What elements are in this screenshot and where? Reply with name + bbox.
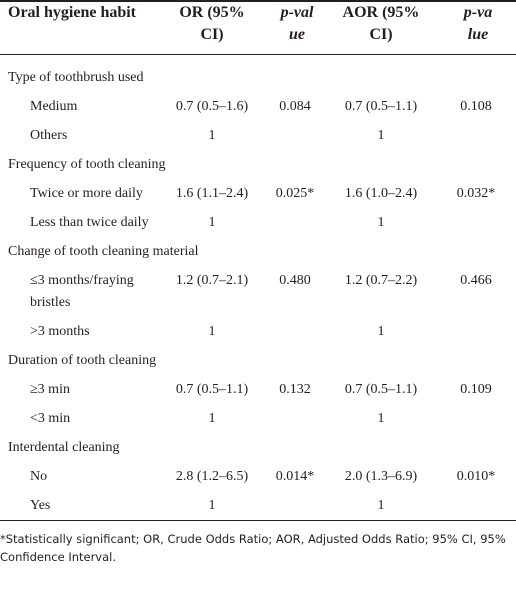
table: Oral hygiene habit OR (95% CI) p-value A… [0,1,516,521]
cell: 1 [377,215,385,230]
cell: 0.014* [275,469,315,484]
data-row: Twice or more daily 1.6 (1.1–2.4) 0.025* 1.… [0,179,516,208]
section-title: Duration of tooth cleaning [8,353,157,368]
cell: 2.8 (1.2–6.5) [175,469,249,484]
cell: 0.132 [279,382,311,397]
section-row: Frequency of tooth cleaning [0,150,516,179]
data-row: Yes 1 1 [0,491,516,521]
cell: 0.025* [275,186,315,201]
section-row: Type of toothbrush used [0,55,516,93]
cell: 0.466 [460,273,492,288]
data-row: ≤3 months/fraying bristles 1.2 (0.7–2.1) 0… [0,266,516,317]
cell [436,317,516,346]
cell: 1 [377,324,385,339]
header-cell: Oral hygiene habit [8,4,137,21]
cell [264,491,326,521]
data-row: Less than twice daily 1 1 [0,208,516,237]
cell: 0.084 [279,99,311,114]
cell: 1.2 (0.7–2.1) [175,273,249,288]
cell: 1 [208,411,216,426]
header-cell: OR (95% CI) [179,4,245,43]
row-label: No [30,469,48,484]
section-row: Duration of tooth cleaning [0,346,516,375]
cell: 0.480 [279,273,311,288]
cell: 0.7 (0.5–1.1) [344,99,418,114]
cell: 0.010* [456,469,496,484]
row-label: ≤3 months/fraying bristles [30,273,134,310]
row-label: Others [30,128,68,143]
data-row: Others 1 1 [0,121,516,150]
cell [436,208,516,237]
section-row: Change of tooth cleaning material [0,237,516,266]
cell: 0.7 (0.5–1.1) [175,382,249,397]
data-row: Medium 0.7 (0.5–1.6) 0.084 0.7 (0.5–1.1) 0.1… [0,92,516,121]
row-label: Yes [30,498,51,513]
cell: 1.6 (1.1–2.4) [175,186,249,201]
section-row: Interdental cleaning [0,433,516,462]
cell: 2.0 (1.3–6.9) [344,469,418,484]
row-label: Less than twice daily [30,215,149,230]
cell: 0.108 [460,99,492,114]
cell [264,121,326,150]
data-row: No 2.8 (1.2–6.5) 0.014* 2.0 (1.3–6.9) 0.010* [0,462,516,491]
cell: 1 [208,128,216,143]
row-label: ≥3 min [30,382,70,397]
cell: 0.7 (0.5–1.1) [344,382,418,397]
section-title: Frequency of tooth cleaning [8,157,166,172]
row-label: Twice or more daily [30,186,143,201]
row-label: <3 min [30,411,71,426]
cell [436,121,516,150]
cell: 1 [208,324,216,339]
cell [436,404,516,433]
footnote: *Statistically significant; OR, Crude Od… [0,532,506,564]
table-body: Type of toothbrush used Medium 0.7 (0.5–1.… [0,55,516,521]
row-label: >3 months [30,324,90,339]
cell: 1 [208,498,216,513]
section-title: Type of toothbrush used [8,70,144,85]
header-cell: AOR (95% CI) [342,4,420,43]
data-row: >3 months 1 1 [0,317,516,346]
data-row: <3 min 1 1 [0,404,516,433]
cell: 0.109 [460,382,492,397]
cell [264,404,326,433]
section-title: Interdental cleaning [8,440,120,455]
header-row: Oral hygiene habit OR (95% CI) p-value A… [0,1,516,55]
header-cell: p-value [280,4,314,43]
cell: 1 [377,128,385,143]
cell [264,317,326,346]
cell: 1 [377,411,385,426]
cell [436,491,516,521]
cell: 1.6 (1.0–2.4) [344,186,418,201]
cell: 1.2 (0.7–2.2) [344,273,418,288]
cell: 0.7 (0.5–1.6) [175,99,249,114]
header-cell: p-value [463,4,493,43]
cell: 1 [208,215,216,230]
cell: 0.032* [456,186,496,201]
row-label: Medium [30,99,78,114]
cell [264,208,326,237]
cell: 1 [377,498,385,513]
data-row: ≥3 min 0.7 (0.5–1.1) 0.132 0.7 (0.5–1.1) 0.1… [0,375,516,404]
section-title: Change of tooth cleaning material [8,244,199,259]
